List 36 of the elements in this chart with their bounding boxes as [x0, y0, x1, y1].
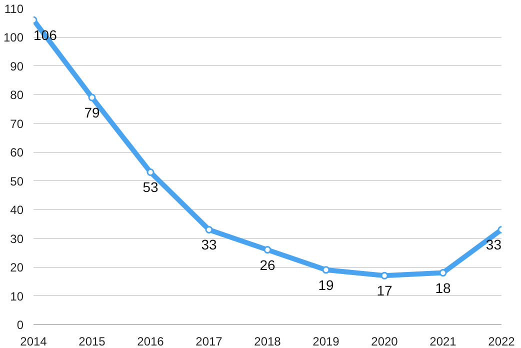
data-label: 33 [486, 236, 502, 253]
x-tick-label: 2022 [488, 334, 516, 348]
data-label: 53 [142, 179, 158, 196]
point [205, 226, 213, 234]
point [146, 168, 154, 176]
x-tick-label: 2020 [371, 334, 398, 348]
x-tick-label: 2017 [196, 334, 223, 348]
point [264, 246, 272, 254]
point [322, 266, 330, 274]
data-label: 19 [318, 276, 334, 293]
y-tick-label: 40 [10, 203, 24, 218]
point [439, 269, 447, 277]
x-tick-label: 2016 [137, 334, 164, 348]
y-tick-label: 70 [10, 116, 24, 131]
y-tick-label: 30 [10, 232, 24, 246]
data-label: 26 [260, 256, 276, 273]
y-tick-label: 60 [10, 146, 24, 160]
data-label: 33 [201, 236, 217, 253]
y-tick-label: 20 [10, 260, 24, 275]
y-tick-label: 0 [16, 318, 24, 332]
x-tick-label: 2018 [254, 334, 282, 348]
x-tick-label: 2014 [20, 334, 48, 348]
y-tick-label: 110 [4, 2, 24, 16]
x-tick-label: 2019 [312, 334, 340, 348]
y-tick-label: 90 [10, 59, 24, 74]
data-label: 79 [84, 104, 100, 121]
data-label: 18 [435, 280, 451, 296]
y-tick-label: 100 [3, 30, 24, 45]
point [380, 272, 388, 280]
y-tick-label: 10 [10, 289, 24, 304]
x-tick-label: 2015 [78, 334, 106, 348]
y-tick-label: 50 [10, 174, 24, 188]
point [88, 94, 96, 102]
x-tick-label: 2021 [430, 334, 457, 348]
y-tick-label: 80 [10, 88, 24, 102]
data-label: 17 [376, 282, 392, 299]
